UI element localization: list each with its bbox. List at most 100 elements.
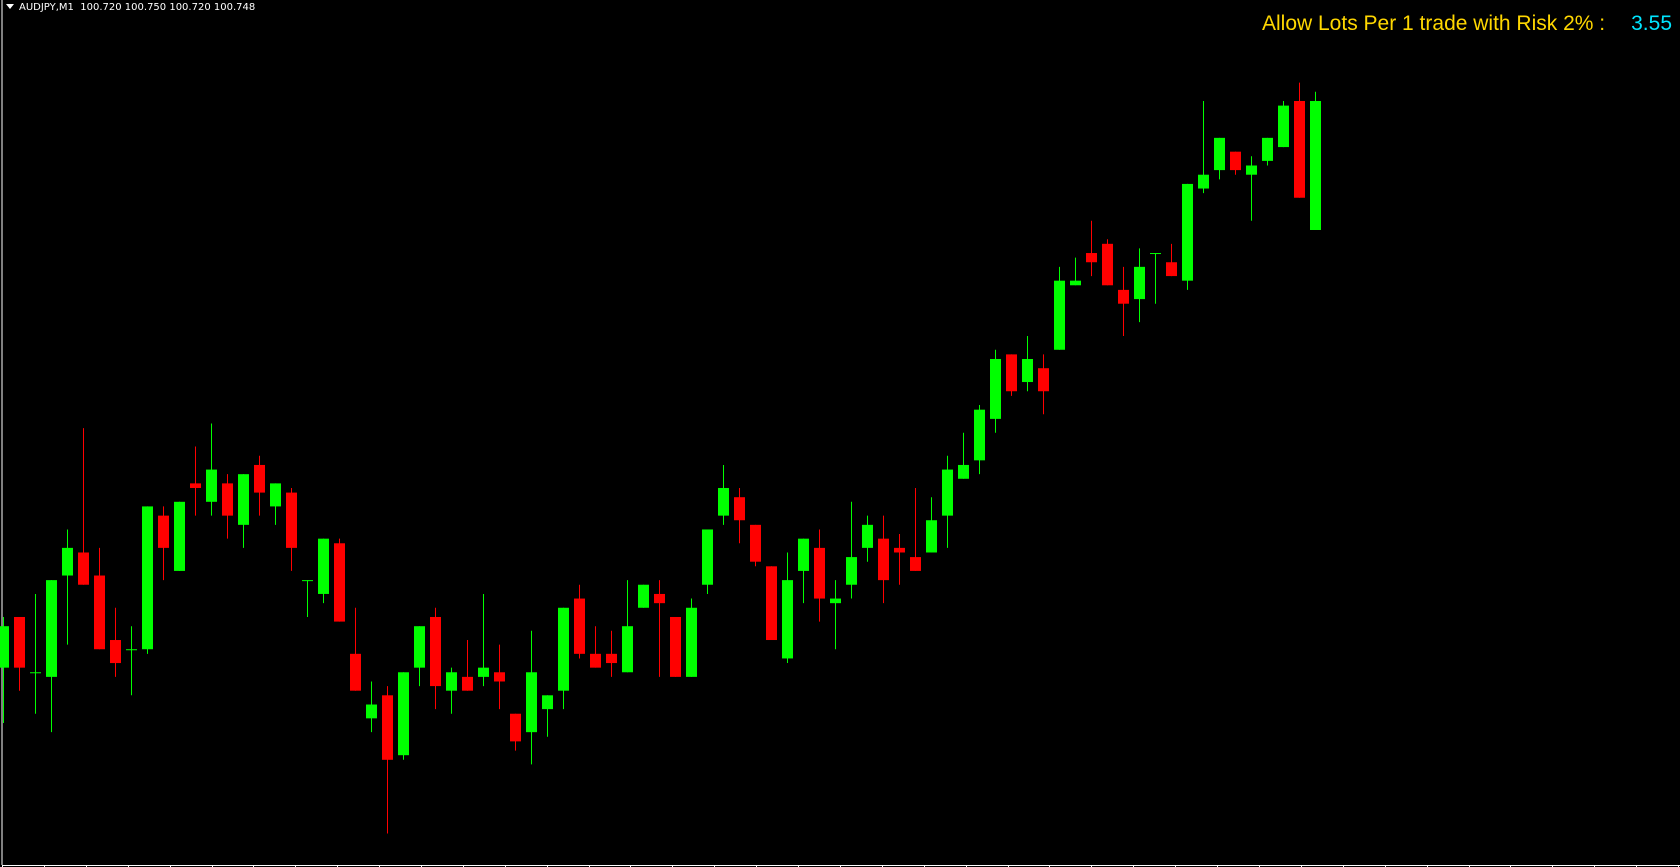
candle [526, 630, 537, 765]
candle [606, 630, 617, 677]
candle [318, 538, 329, 604]
candle [254, 455, 265, 516]
candle [286, 487, 297, 571]
candle [350, 607, 361, 691]
candle [0, 616, 9, 723]
candle-body [462, 676, 473, 691]
candle [1086, 220, 1097, 277]
candle [1070, 257, 1081, 286]
candle [1134, 248, 1145, 323]
candle [510, 713, 521, 751]
candle-body [734, 497, 745, 521]
candle-body [750, 524, 761, 562]
candle-body [302, 580, 313, 582]
candle-body [670, 616, 681, 677]
candle-body [718, 487, 729, 516]
candle [302, 580, 313, 617]
candle-body [478, 667, 489, 677]
candle-body [1118, 289, 1129, 304]
candle-body [654, 593, 665, 604]
candle-body [1262, 137, 1273, 161]
candle [750, 524, 761, 567]
candle-body [318, 538, 329, 594]
candle [638, 584, 649, 608]
candle-body [1310, 101, 1321, 230]
candle-body [110, 640, 121, 664]
candle-body [702, 529, 713, 585]
candle [1182, 183, 1193, 290]
candle [62, 529, 73, 645]
candle [366, 681, 377, 733]
candle [846, 501, 857, 599]
candle-body [798, 538, 809, 571]
candle [174, 501, 185, 571]
candle [398, 672, 409, 760]
candle [1150, 253, 1161, 304]
candle-body [686, 607, 697, 677]
candle-body [382, 695, 393, 760]
candle [542, 695, 553, 737]
candle [558, 607, 569, 710]
candle [270, 483, 281, 525]
candle-body [94, 575, 105, 650]
candle [1262, 137, 1273, 166]
candle [142, 506, 153, 654]
candle [158, 506, 169, 581]
lots-value: 3.55 [1631, 12, 1672, 35]
candle [878, 515, 889, 604]
candle [958, 432, 969, 479]
candle-body [878, 538, 889, 581]
candle [1054, 266, 1065, 350]
candle [206, 423, 217, 516]
candle [494, 644, 505, 710]
candle [1214, 137, 1225, 180]
candle-body [590, 653, 601, 668]
candle-body [398, 672, 409, 756]
candle-body [126, 649, 137, 651]
candle-body [638, 584, 649, 608]
candle-body [270, 483, 281, 507]
candle-body [30, 672, 41, 674]
candle [462, 640, 473, 691]
candle-body [222, 483, 233, 516]
candle [1310, 91, 1321, 230]
candle-body [862, 524, 873, 548]
candle-body [62, 547, 73, 576]
candle [430, 607, 441, 710]
candle-body [350, 653, 361, 691]
candle [942, 455, 953, 548]
candle-body [1022, 358, 1033, 383]
candle [478, 593, 489, 687]
candle-body [254, 464, 265, 493]
candle-body [1102, 243, 1113, 286]
candle [782, 552, 793, 664]
candle-body [526, 672, 537, 733]
candle-body [958, 464, 969, 479]
candle-body [622, 626, 633, 673]
candle [574, 584, 585, 659]
candle [1246, 156, 1257, 221]
candle-body [782, 580, 793, 659]
candle-body [1166, 262, 1177, 277]
candle-body [542, 695, 553, 710]
candle [894, 534, 905, 585]
candle [446, 667, 457, 714]
candle-body [510, 713, 521, 742]
candle [78, 428, 89, 585]
candle [30, 593, 41, 714]
candle [734, 487, 745, 544]
candle-body [926, 520, 937, 553]
candle-body [78, 552, 89, 585]
candle-body [990, 358, 1001, 419]
candle [926, 497, 937, 553]
candle [1022, 335, 1033, 392]
candle [910, 487, 921, 571]
candle [766, 566, 777, 641]
candle-body [910, 557, 921, 571]
candle [126, 626, 137, 696]
triangle-down-icon[interactable] [6, 4, 14, 9]
candle-body [894, 547, 905, 553]
candle-body [830, 598, 841, 604]
